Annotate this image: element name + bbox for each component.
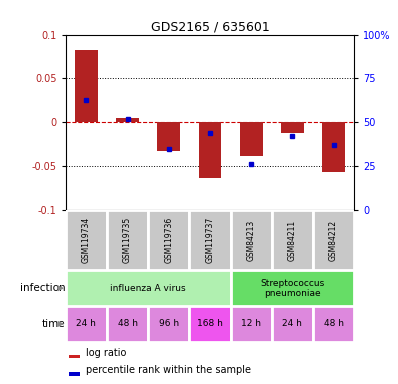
Bar bbox=[107, 210, 148, 270]
Text: GSM84212: GSM84212 bbox=[329, 220, 338, 261]
Bar bbox=[66, 306, 107, 342]
Text: log ratio: log ratio bbox=[86, 348, 126, 358]
Bar bbox=[116, 118, 139, 122]
Text: GSM119734: GSM119734 bbox=[82, 217, 91, 263]
Text: 24 h: 24 h bbox=[283, 319, 302, 328]
Text: 96 h: 96 h bbox=[159, 319, 179, 328]
Text: 24 h: 24 h bbox=[76, 319, 96, 328]
Text: GSM119737: GSM119737 bbox=[205, 217, 215, 263]
Bar bbox=[272, 210, 313, 270]
Bar bbox=[199, 122, 221, 178]
Bar bbox=[75, 50, 98, 122]
Bar bbox=[148, 210, 189, 270]
Bar bbox=[68, 354, 80, 358]
Text: 168 h: 168 h bbox=[197, 319, 223, 328]
Text: GSM84211: GSM84211 bbox=[288, 220, 297, 261]
Text: GSM119736: GSM119736 bbox=[164, 217, 173, 263]
Bar bbox=[66, 210, 107, 270]
Title: GDS2165 / 635601: GDS2165 / 635601 bbox=[150, 20, 269, 33]
Text: infection: infection bbox=[20, 283, 66, 293]
Bar bbox=[272, 306, 313, 342]
Bar bbox=[189, 210, 230, 270]
Text: time: time bbox=[42, 319, 66, 329]
Text: GSM119735: GSM119735 bbox=[123, 217, 132, 263]
Text: GSM84213: GSM84213 bbox=[247, 220, 256, 261]
Bar bbox=[313, 210, 354, 270]
Text: Streptococcus
pneumoniae: Streptococcus pneumoniae bbox=[260, 278, 324, 298]
Text: 12 h: 12 h bbox=[241, 319, 261, 328]
Bar bbox=[157, 122, 180, 151]
Bar bbox=[148, 306, 189, 342]
Text: 48 h: 48 h bbox=[324, 319, 343, 328]
Bar bbox=[68, 372, 80, 376]
Bar bbox=[189, 306, 230, 342]
Bar bbox=[240, 122, 263, 156]
Text: percentile rank within the sample: percentile rank within the sample bbox=[86, 365, 251, 375]
Text: 48 h: 48 h bbox=[117, 319, 137, 328]
Bar bbox=[230, 306, 272, 342]
Bar bbox=[313, 306, 354, 342]
Bar bbox=[281, 122, 304, 133]
Bar bbox=[107, 306, 148, 342]
Bar bbox=[230, 270, 354, 306]
Text: influenza A virus: influenza A virus bbox=[110, 284, 186, 293]
Bar bbox=[322, 122, 345, 172]
Bar bbox=[230, 210, 272, 270]
Bar bbox=[66, 270, 230, 306]
